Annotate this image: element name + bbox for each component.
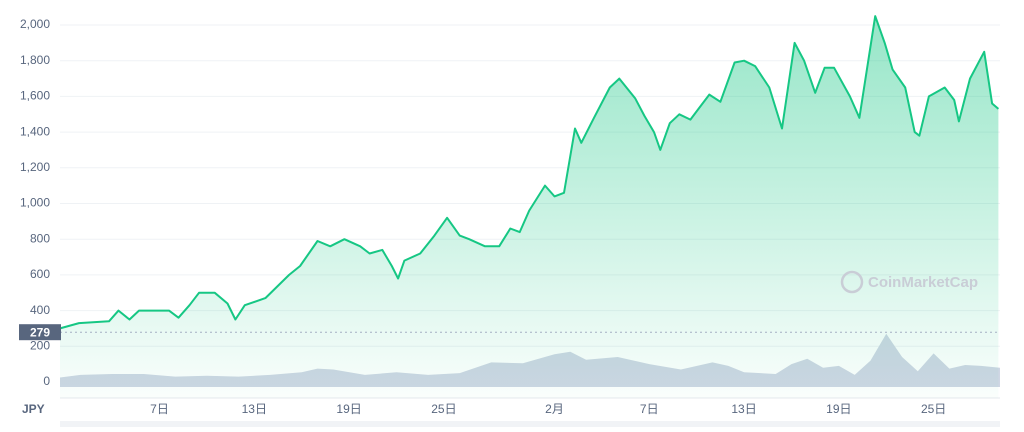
price-line — [59, 15, 1000, 330]
y-tick-label: 1,800 — [20, 53, 50, 67]
x-tick-label: 7日 — [640, 402, 659, 416]
current-value-label: 279 — [30, 325, 50, 339]
watermark-logo — [840, 270, 864, 294]
y-tick-label: 800 — [30, 231, 50, 245]
y-tick-label: 1,000 — [20, 196, 50, 210]
y-tick-label: 2,000 — [20, 17, 50, 31]
x-tick-label: 13日 — [242, 402, 267, 416]
price-fill — [60, 16, 999, 398]
current-value-badge — [19, 324, 61, 341]
y-tick-label: 0 — [43, 374, 50, 388]
x-tick-label: 7日 — [150, 402, 169, 416]
scroll-track — [60, 421, 1000, 427]
x-tick-label: 2月 — [545, 402, 564, 416]
y-tick-label: 200 — [30, 338, 50, 352]
y-tick-label: 600 — [30, 267, 50, 281]
currency-label: JPY — [22, 402, 45, 416]
watermark: CoinMarketCap — [840, 270, 978, 294]
x-tick-label: 25日 — [431, 402, 456, 416]
x-tick-label: 13日 — [731, 402, 756, 416]
x-tick-label: 19日 — [336, 402, 361, 416]
x-tick-label: 19日 — [826, 402, 851, 416]
x-tick-label: 25日 — [921, 402, 946, 416]
y-tick-label: 1,200 — [20, 160, 50, 174]
y-tick-label: 400 — [30, 303, 50, 317]
y-tick-label: 1,600 — [20, 89, 50, 103]
y-tick-label: 1,400 — [20, 124, 50, 138]
watermark-text: CoinMarketCap — [868, 274, 978, 291]
